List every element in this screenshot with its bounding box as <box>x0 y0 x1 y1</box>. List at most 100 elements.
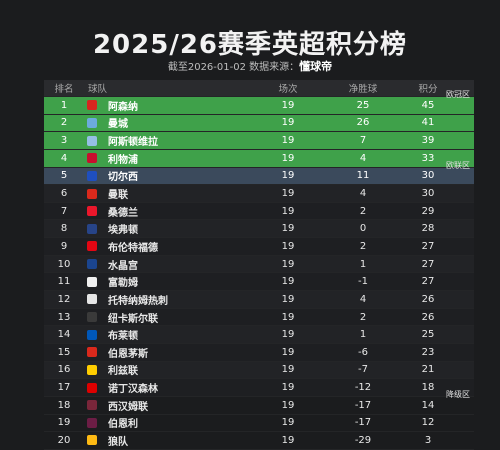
goal-difference-cell: 26 <box>356 117 370 129</box>
played-cell: 19 <box>281 152 295 164</box>
team-name: 阿森纳 <box>108 101 138 113</box>
rank-cell: 20 <box>57 434 71 446</box>
played-cell: 19 <box>281 276 295 288</box>
team-badge-icon <box>87 435 97 446</box>
goal-difference-cell: -12 <box>354 382 372 394</box>
team-badge-icon <box>87 294 97 305</box>
subtitle-date: 截至2026-01-02 数据来源： <box>167 62 300 73</box>
team-badge-icon <box>87 206 97 217</box>
table-row: 3 阿斯顿维拉 19 7 39 <box>44 132 474 150</box>
points-cell: 30 <box>421 188 435 200</box>
team-badge-cell <box>84 417 100 428</box>
played-cell: 19 <box>281 117 295 129</box>
team-name: 伯恩利 <box>108 419 138 431</box>
team-name: 利兹联 <box>108 366 138 378</box>
goal-difference-cell: 2 <box>359 311 367 323</box>
team-name: 切尔西 <box>108 172 138 184</box>
played-cell: 19 <box>281 240 295 252</box>
team-badge-cell <box>84 400 100 411</box>
table-row: 16 利兹联 19 -7 21 <box>44 361 474 380</box>
rank-cell: 4 <box>60 152 68 164</box>
rank-cell: 6 <box>60 188 68 200</box>
rank-cell: 10 <box>57 258 71 270</box>
team-name: 桑德兰 <box>108 207 138 219</box>
points-cell: 26 <box>421 293 435 305</box>
rank-cell: 12 <box>57 293 71 305</box>
rank-cell: 11 <box>57 276 71 288</box>
points-cell: 33 <box>421 152 435 164</box>
played-cell: 19 <box>281 311 295 323</box>
team-badge-icon <box>87 400 97 411</box>
team-name: 水晶宫 <box>108 260 138 272</box>
rank-cell: 1 <box>60 99 68 111</box>
zone-label-europe: 欧冠区 <box>446 90 470 99</box>
page-subtitle: 截至2026-01-02 数据来源：懂球帝 <box>0 58 500 74</box>
team-badge-icon <box>87 100 97 111</box>
rank-cell: 13 <box>57 311 71 323</box>
points-cell: 30 <box>421 170 435 182</box>
team-badge-icon <box>87 312 97 322</box>
team-name: 埃弗顿 <box>108 225 138 237</box>
team-badge-icon <box>87 382 97 393</box>
table-row: 18 西汉姆联 19 -17 14 降级区 <box>44 390 474 415</box>
team-badge-cell <box>84 329 100 340</box>
table-header: 排名 球队 场次 净胜球 积分 <box>44 80 474 97</box>
points-cell: 14 <box>421 399 435 411</box>
points-cell: 3 <box>424 434 432 446</box>
rank-cell: 14 <box>57 329 71 341</box>
points-cell: 27 <box>421 276 435 288</box>
rank-cell: 2 <box>60 117 68 129</box>
played-cell: 19 <box>281 346 295 358</box>
header-points: 积分 <box>418 84 438 95</box>
team-name: 诺丁汉森林 <box>108 384 158 396</box>
goal-difference-cell: -17 <box>354 399 372 411</box>
points-cell: 28 <box>421 223 435 235</box>
header-played: 场次 <box>278 84 298 95</box>
rank-cell: 16 <box>57 364 71 376</box>
played-cell: 19 <box>281 417 295 429</box>
team-badge-icon <box>87 364 97 375</box>
played-cell: 19 <box>281 205 295 217</box>
played-cell: 19 <box>281 382 295 394</box>
goal-difference-cell: 4 <box>359 293 367 305</box>
zone-label-relegation: 降级区 <box>446 389 470 399</box>
team-badge-icon <box>87 259 97 270</box>
table-row: 1 阿森纳 19 25 45 欧冠区 <box>44 90 474 115</box>
table-row: 17 诺丁汉森林 19 -12 18 <box>44 379 474 397</box>
goal-difference-cell: 4 <box>359 152 367 164</box>
header-rank: 排名 <box>54 84 74 95</box>
team-badge-cell <box>84 135 100 146</box>
header-goal-difference: 净胜球 <box>348 84 378 95</box>
team-badge-icon <box>87 117 97 128</box>
table-row: 10 水晶宫 19 1 27 <box>44 255 474 274</box>
rank-cell: 18 <box>57 399 71 411</box>
rank-cell: 9 <box>60 240 68 252</box>
team-name: 伯恩茅斯 <box>108 348 148 360</box>
played-cell: 19 <box>281 135 295 147</box>
team-badge-icon <box>87 276 97 287</box>
table-row: 7 桑德兰 19 2 29 <box>44 202 474 221</box>
table-row: 8 埃弗顿 19 0 28 <box>44 220 474 239</box>
team-badge-icon <box>87 135 97 146</box>
team-badge-icon <box>87 188 97 199</box>
team-badge-cell <box>84 294 100 305</box>
team-name: 狼队 <box>108 436 128 448</box>
team-badge-cell <box>84 276 100 287</box>
played-cell: 19 <box>281 434 295 446</box>
goal-difference-cell: -7 <box>358 364 368 376</box>
goal-difference-cell: 2 <box>359 205 367 217</box>
points-cell: 23 <box>421 346 435 358</box>
points-cell: 45 <box>421 99 435 111</box>
standings-table: 排名 球队 场次 净胜球 积分 1 阿森纳 19 25 45 欧冠区 2 曼城 19 26 41 3 阿… <box>44 80 474 450</box>
rank-cell: 7 <box>60 205 68 217</box>
team-badge-icon <box>87 223 97 234</box>
played-cell: 19 <box>281 329 295 341</box>
team-name: 阿斯顿维拉 <box>108 137 158 149</box>
goal-difference-cell: 7 <box>359 135 367 147</box>
played-cell: 19 <box>281 258 295 270</box>
table-row: 13 纽卡斯尔联 19 2 26 <box>44 308 474 327</box>
team-badge-cell <box>84 382 100 393</box>
goal-difference-cell: -6 <box>358 346 368 358</box>
points-cell: 26 <box>421 311 435 323</box>
team-badge-cell <box>84 259 100 270</box>
